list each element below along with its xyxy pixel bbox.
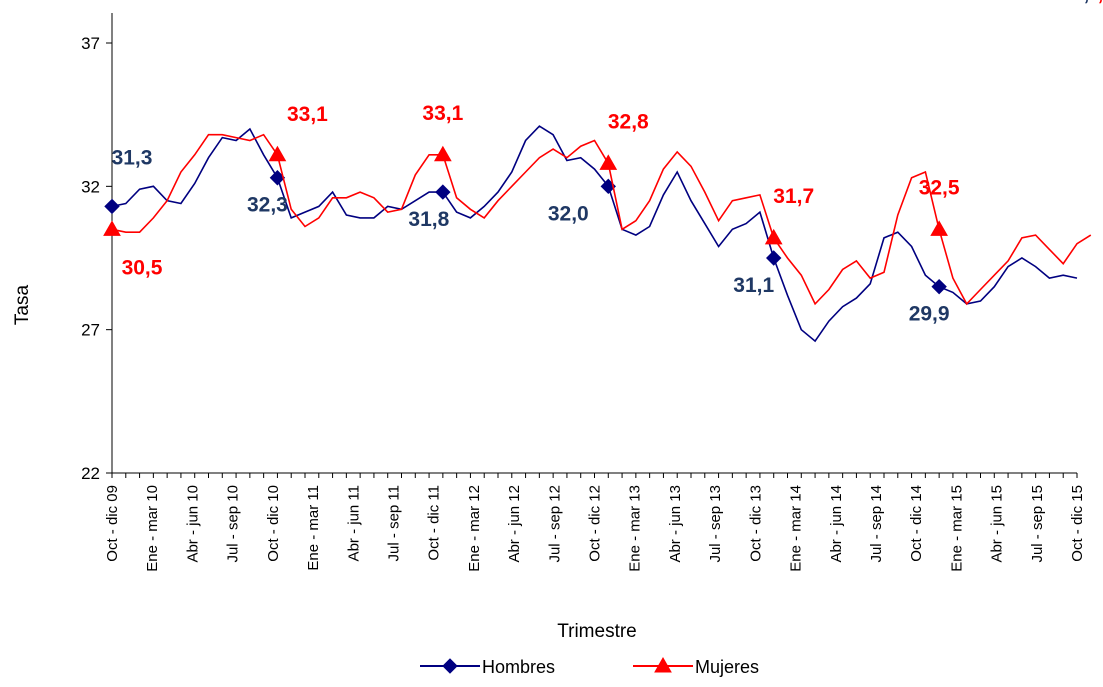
data-label-hombres: 29,9 bbox=[909, 303, 950, 326]
axes: 22 27 32 37 Oct - dic 09 Ene - mar 10 Abr - ju… bbox=[81, 13, 1086, 572]
legend-item-hombres: Hombres bbox=[420, 657, 555, 677]
data-label-mujeres: 33,1 bbox=[422, 102, 463, 125]
x-tick-label: Oct - dic 15 bbox=[1069, 485, 1086, 562]
data-point-marker bbox=[930, 220, 949, 236]
legend-marker bbox=[654, 656, 672, 673]
x-tick-label: Jul - sep 13 bbox=[707, 485, 724, 563]
data-label-hombres: 31,3 bbox=[112, 146, 153, 169]
data-label-mujeres: 31,7 bbox=[773, 185, 814, 208]
x-axis-title: Trimestre bbox=[557, 621, 637, 642]
data-label-mujeres: 32,8 bbox=[608, 110, 649, 133]
x-tick-label: Ene - mar 11 bbox=[305, 485, 322, 571]
series-mujeres bbox=[103, 133, 1092, 306]
series-hombres bbox=[104, 125, 1078, 343]
data-point-marker bbox=[268, 145, 287, 162]
data-label-mujeres: 30,5 bbox=[122, 256, 163, 279]
data-point-marker bbox=[764, 228, 783, 245]
x-tick-label: Jul - sep 11 bbox=[385, 485, 402, 561]
legend-label: Hombres bbox=[482, 657, 555, 677]
x-tick-label: Oct - dic 14 bbox=[908, 485, 925, 562]
x-tick-label: Abr - jun 13 bbox=[667, 485, 684, 563]
x-tick-label: Jul - sep 10 bbox=[225, 485, 242, 563]
y-tick-label: 32 bbox=[81, 177, 100, 196]
x-tick-label: Abr - jun 10 bbox=[184, 485, 201, 563]
x-tick-label: Ene - mar 15 bbox=[948, 485, 965, 572]
y-axis-title: Tasa bbox=[12, 285, 33, 326]
data-point-marker bbox=[931, 278, 947, 295]
data-labels: 31,3 32,3 31,8 32,0 31,1 29,9 28,8 30,5 33,1 33,1… bbox=[112, 0, 1103, 326]
x-tick-label: Ene - mar 10 bbox=[144, 485, 161, 572]
legend: Hombres Mujeres bbox=[420, 656, 759, 677]
series bbox=[103, 125, 1092, 343]
y-tick-label: 37 bbox=[81, 34, 100, 53]
data-point-marker bbox=[103, 220, 121, 236]
x-tick-label: Jul - sep 12 bbox=[546, 485, 563, 563]
y-tick-label: 22 bbox=[81, 464, 100, 483]
x-tick-label: Oct - dic 10 bbox=[265, 485, 282, 562]
data-label-hombres: 31,1 bbox=[733, 274, 774, 297]
x-tick-label: Oct - dic 13 bbox=[747, 485, 764, 562]
data-label-hombres: 32,0 bbox=[548, 202, 589, 225]
data-label-mujeres: 30,3 bbox=[1074, 0, 1103, 5]
x-tick-label: Jul - sep 15 bbox=[1029, 485, 1046, 563]
data-point-marker bbox=[104, 198, 120, 215]
data-label-hombres: 28,8 bbox=[1060, 0, 1101, 5]
data-point-marker bbox=[766, 250, 782, 266]
x-tick-label: Abr - jun 12 bbox=[506, 485, 523, 563]
y-tick-label: 27 bbox=[81, 321, 100, 340]
data-point-marker bbox=[599, 154, 618, 170]
x-tick-label: Oct - dic 09 bbox=[104, 485, 121, 562]
x-tick-label: Ene - mar 13 bbox=[627, 485, 644, 572]
legend-marker bbox=[442, 658, 458, 674]
x-tick-label: Abr - jun 11 bbox=[345, 485, 362, 561]
x-tick-label: Oct - dic 12 bbox=[587, 485, 604, 562]
data-label-hombres: 31,8 bbox=[408, 208, 449, 231]
x-tick-label: Ene - mar 14 bbox=[788, 485, 805, 572]
data-label-mujeres: 33,1 bbox=[287, 103, 328, 126]
x-tick-label: Oct - dic 11 bbox=[426, 485, 443, 561]
x-tick-label: Ene - mar 12 bbox=[466, 485, 483, 572]
data-point-marker bbox=[435, 184, 451, 200]
legend-label: Mujeres bbox=[695, 657, 759, 677]
data-label-hombres: 32,3 bbox=[247, 194, 288, 217]
data-point-marker bbox=[433, 145, 452, 162]
series-line bbox=[111, 133, 1092, 306]
series-line bbox=[111, 125, 1078, 343]
data-label-mujeres: 32,5 bbox=[919, 176, 960, 199]
x-tick-label: Abr - jun 15 bbox=[989, 485, 1006, 563]
x-tick-label: Jul - sep 14 bbox=[868, 485, 885, 563]
x-tick-label: Abr - jun 14 bbox=[828, 485, 845, 563]
legend-item-mujeres: Mujeres bbox=[633, 656, 759, 677]
